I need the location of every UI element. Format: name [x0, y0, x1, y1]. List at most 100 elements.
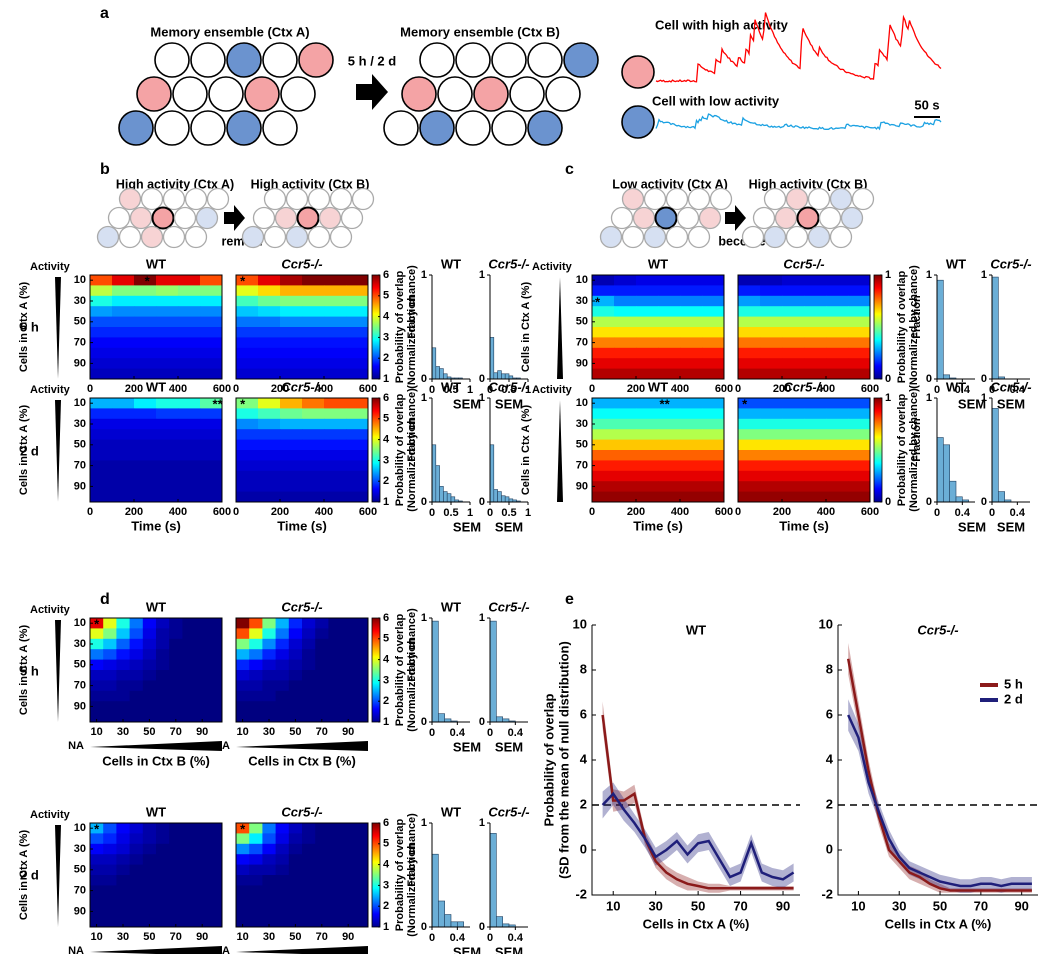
heatmap-cell [288, 916, 303, 928]
heatmap-cell [346, 358, 369, 369]
heatmap-cell [346, 347, 369, 359]
heatmap-cell [156, 491, 179, 503]
x-tick-label: 1 [525, 384, 531, 396]
heatmap-cell [280, 398, 303, 409]
x-tick-label: 0.4 [508, 727, 524, 739]
heatmap-cell [134, 470, 157, 482]
colorbar-tick-label: 4 [383, 859, 390, 871]
y-tick-label: 1 [421, 817, 427, 829]
x-axis-label: SEM [495, 739, 523, 754]
heatmap-cell [169, 628, 183, 640]
heatmap-cell [614, 408, 637, 420]
heatmap-cell [258, 358, 281, 369]
heatmap-cell [208, 711, 223, 723]
colorbar-tick-label: 1 [885, 392, 891, 404]
chart-title: WT [946, 379, 966, 394]
schema-cell [621, 187, 645, 211]
heatmap-cell [804, 418, 827, 430]
histogram-bar [991, 408, 999, 503]
x-tick-label: 0.4 [1010, 384, 1026, 396]
colorbar-tick-label: 2 [383, 900, 389, 912]
heatmap-cell [680, 491, 703, 503]
schema-cell [307, 187, 331, 211]
heatmap-cell [324, 337, 347, 349]
colorbar-label: Probability of overlap [394, 818, 406, 931]
colorbar-tick-label: 6 [383, 269, 389, 281]
heatmap-cell [258, 295, 281, 307]
y-tick-label: 10 [74, 397, 86, 409]
schema-cell [162, 225, 186, 249]
heatmap-cell [178, 306, 201, 317]
heatmap-cell [280, 481, 303, 492]
heatmap-cell [236, 618, 250, 629]
na-label: NA [214, 740, 230, 752]
heatmap-cell [288, 823, 303, 834]
heatmap-cell [112, 306, 135, 317]
heatmap-cell [90, 628, 104, 640]
heatmap-cell [236, 450, 259, 461]
heatmap-cell [134, 408, 157, 420]
schema-cell [285, 225, 309, 249]
heatmap-cell [346, 439, 369, 451]
heatmap-cell [195, 618, 210, 629]
significance-mark: * [595, 294, 601, 309]
heatmap-cell [208, 628, 223, 640]
heatmap-cell [129, 659, 144, 671]
heatmap-cell [848, 306, 871, 317]
heatmap-cell [90, 460, 113, 472]
heatmap-cell [592, 275, 615, 286]
colorbar-label: (Normalized by chance) [406, 608, 418, 732]
heatmap-cell [182, 823, 196, 834]
chart-title: WT [686, 622, 706, 637]
heatmap-cell [258, 368, 281, 380]
ensemble-cell [298, 42, 334, 78]
y-tick-label: 70 [576, 337, 588, 349]
heatmap-cell [195, 628, 210, 640]
chart-title: Ccr5-/- [281, 804, 322, 819]
colorbar-tick-label: 5 [383, 838, 389, 850]
ensemble-cell [383, 110, 419, 146]
heatmap-cell [90, 823, 104, 834]
plot-frame [89, 274, 223, 380]
heatmap-cell [258, 418, 281, 430]
heatmap-cell [804, 347, 827, 359]
heatmap-cell [275, 895, 290, 907]
colorbar [371, 822, 381, 928]
heatmap-cell [103, 659, 117, 671]
heatmap-cell [90, 885, 104, 897]
heatmap-cell [275, 701, 290, 712]
x-tick-label: 400 [169, 383, 187, 395]
heatmap-cell [636, 285, 659, 297]
heatmap-cell [782, 368, 805, 380]
heatmap-cell [315, 864, 329, 876]
x-axis-label: SEM [495, 944, 523, 954]
chart-title: WT [146, 256, 166, 271]
x-tick-label: 0 [429, 384, 435, 396]
heatmap-cell [90, 316, 113, 328]
heatmap-cell [614, 470, 637, 482]
heatmap-cell [169, 670, 183, 681]
heatmap-cell [782, 418, 805, 430]
heatmap-cell [236, 347, 259, 359]
heatmap-cell [592, 295, 615, 307]
heatmap-cell [156, 628, 170, 640]
heatmap-cell [782, 337, 805, 349]
heatmap-cell [236, 275, 259, 286]
heatmap-cell [658, 285, 681, 297]
heatmap-cell [169, 833, 183, 845]
x-tick-label: 0 [87, 383, 93, 395]
x-tick-label: 0 [487, 932, 493, 944]
heatmap-cell [90, 670, 104, 681]
y-tick-label: 70 [576, 460, 588, 472]
heatmap-cell [156, 680, 170, 692]
heatmap-cell [328, 823, 342, 834]
heatmap-cell [156, 398, 179, 409]
heatmap-cell [116, 843, 130, 855]
heatmap-cell [346, 481, 369, 492]
heatmap-cell [156, 854, 170, 865]
chart-title: WT [146, 379, 166, 394]
heatmap-cell [195, 895, 210, 907]
heatmap-cell [236, 916, 250, 928]
heatmap-cell [236, 327, 259, 338]
heatmap-cell [315, 885, 329, 897]
